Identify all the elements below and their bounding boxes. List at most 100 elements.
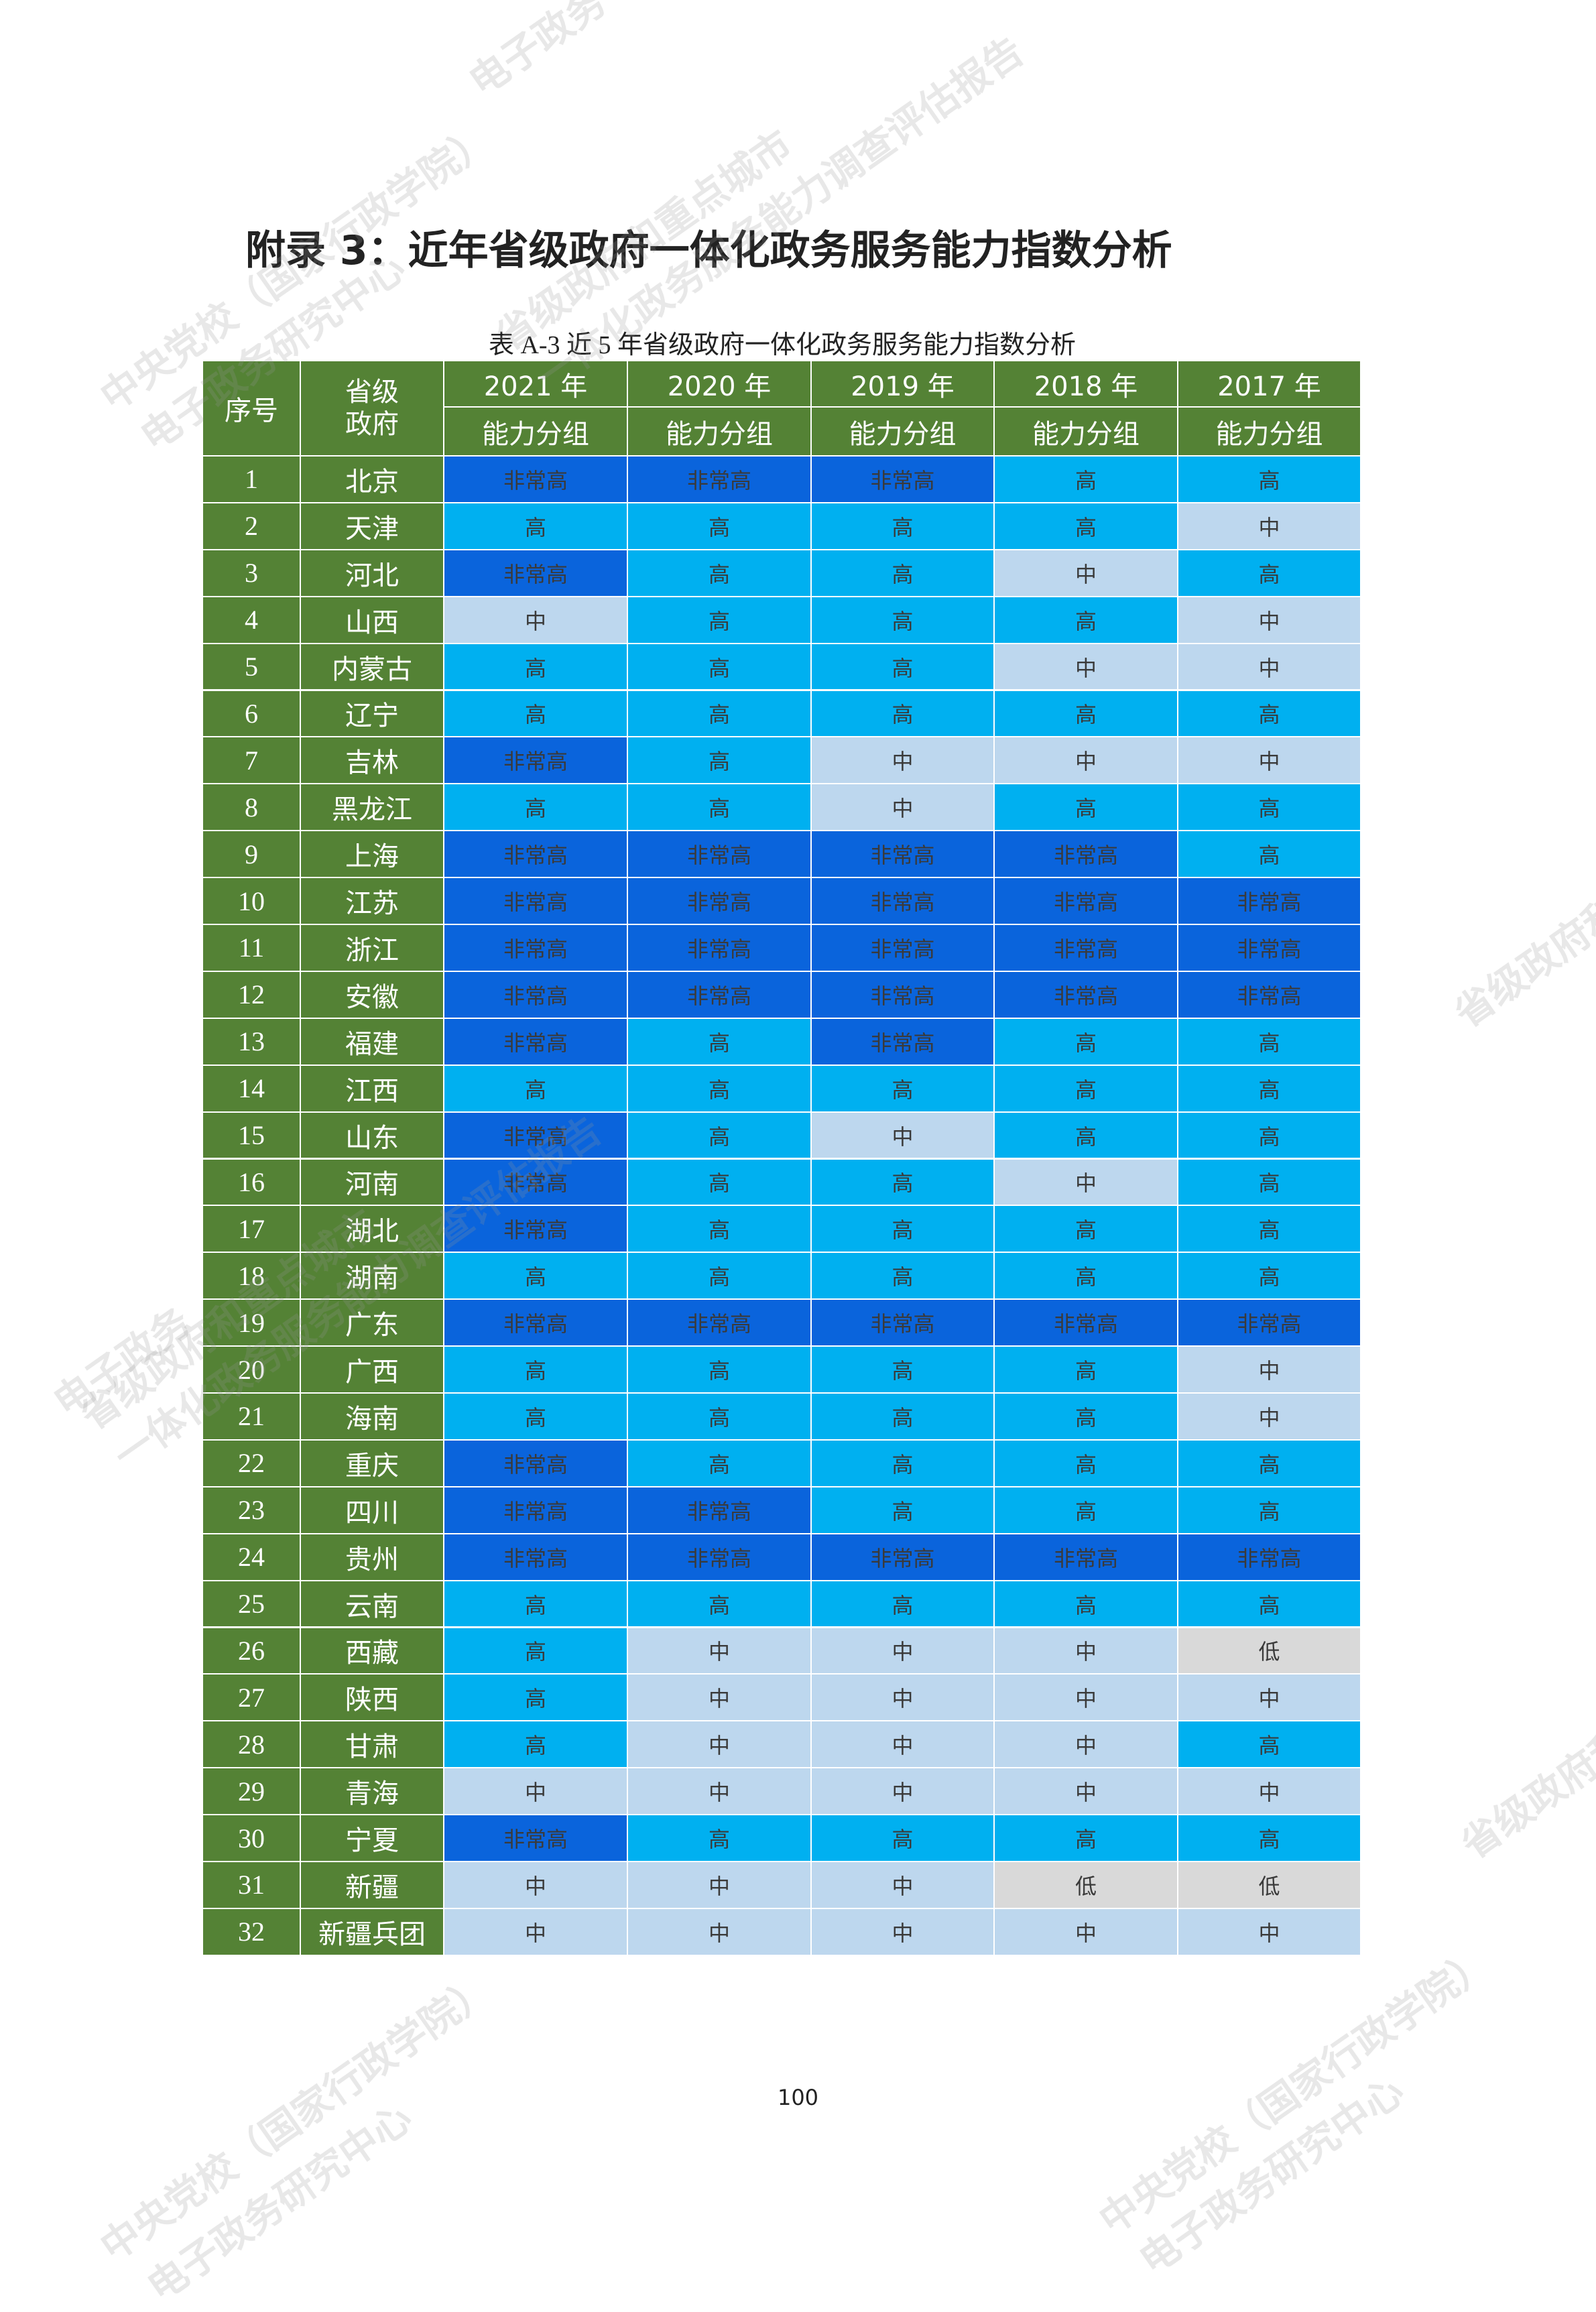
level-cell: 高: [995, 784, 1178, 832]
province: 广东: [301, 1300, 444, 1347]
level-cell: 高: [1178, 1065, 1361, 1113]
row-number: 7: [203, 737, 301, 785]
level-cell: 中: [444, 1862, 628, 1909]
province: 重庆: [301, 1440, 444, 1487]
province: 吉林: [301, 737, 444, 785]
level-cell: 中: [628, 1721, 812, 1769]
level-cell: 高: [812, 1206, 995, 1254]
level-cell: 高: [628, 1159, 812, 1207]
province: 青海: [301, 1768, 444, 1816]
row-number: 31: [203, 1862, 301, 1909]
row-number: 18: [203, 1253, 301, 1300]
level-cell: 非常高: [812, 1534, 995, 1581]
row-number: 12: [203, 971, 301, 1019]
column-header: 2017 年: [1178, 361, 1361, 408]
row-number: 13: [203, 1018, 301, 1066]
province: 天津: [301, 503, 444, 550]
row-number: 24: [203, 1534, 301, 1581]
row-number: 19: [203, 1300, 301, 1347]
column-header: 2019 年: [812, 361, 995, 408]
level-cell: 高: [812, 597, 995, 644]
row-number: 30: [203, 1815, 301, 1862]
level-cell: 高: [995, 1394, 1178, 1441]
row-number: 32: [203, 1908, 301, 1956]
level-cell: 非常高: [1178, 925, 1361, 972]
level-cell: 高: [812, 1347, 995, 1394]
table-caption: 表 A-3 近 5 年省级政府一体化政务服务能力指数分析: [488, 331, 1077, 359]
province: 湖南: [301, 1253, 444, 1300]
level-cell: 非常高: [444, 550, 628, 597]
province: 新疆: [301, 1862, 444, 1909]
level-cell: 高: [628, 1112, 812, 1160]
row-number: 5: [203, 644, 301, 691]
level-cell: 中: [995, 1628, 1178, 1675]
level-cell: 高: [995, 1347, 1178, 1394]
level-cell: 中: [1178, 737, 1361, 785]
province: 安徽: [301, 971, 444, 1019]
level-cell: 高: [444, 690, 628, 738]
level-cell: 非常高: [1178, 1534, 1361, 1581]
level-cell: 高: [995, 1018, 1178, 1066]
level-cell: 中: [1178, 1347, 1361, 1394]
sub-header: 能力分组: [995, 408, 1178, 457]
level-cell: 非常高: [812, 925, 995, 972]
watermark: 电子政务: [461, 0, 615, 105]
sub-header: 能力分组: [444, 408, 628, 457]
row-number: 2: [203, 503, 301, 550]
row-number: 4: [203, 597, 301, 644]
level-cell: 高: [995, 690, 1178, 738]
level-cell: 非常高: [628, 925, 812, 972]
level-cell: 低: [1178, 1862, 1361, 1909]
watermark: 省级政府和重点城市: [1446, 798, 1596, 1037]
level-cell: 非常高: [444, 1159, 628, 1207]
row-number: 28: [203, 1721, 301, 1769]
level-cell: 高: [628, 1815, 812, 1862]
level-cell: 非常高: [628, 1534, 812, 1581]
row-number: 16: [203, 1159, 301, 1207]
level-cell: 非常高: [628, 831, 812, 879]
level-cell: 中: [812, 1721, 995, 1769]
province: 河北: [301, 550, 444, 597]
level-cell: 中: [628, 1675, 812, 1722]
level-cell: 非常高: [444, 971, 628, 1019]
level-cell: 非常高: [812, 831, 995, 879]
watermark: 省级政府和重点城市: [1453, 1630, 1596, 1868]
province: 浙江: [301, 925, 444, 972]
page-title: 附录 3：近年省级政府一体化政务服务能力指数分析: [245, 227, 1172, 274]
row-number: 21: [203, 1394, 301, 1441]
level-cell: 低: [995, 1862, 1178, 1909]
level-cell: 高: [1178, 1721, 1361, 1769]
level-cell: 高: [444, 503, 628, 550]
level-cell: 高: [628, 737, 812, 785]
province: 贵州: [301, 1534, 444, 1581]
level-cell: 非常高: [812, 1018, 995, 1066]
level-cell: 非常高: [444, 1112, 628, 1160]
level-cell: 高: [628, 690, 812, 738]
level-cell: 高: [995, 503, 1178, 550]
level-cell: 非常高: [995, 1534, 1178, 1581]
level-cell: 高: [1178, 457, 1361, 503]
province: 陕西: [301, 1675, 444, 1722]
level-cell: 非常高: [444, 457, 628, 503]
page-number: 100: [777, 2085, 819, 2110]
level-cell: 中: [812, 737, 995, 785]
province: 四川: [301, 1487, 444, 1534]
level-cell: 高: [1178, 1487, 1361, 1534]
row-number: 10: [203, 878, 301, 925]
level-cell: 高: [444, 1394, 628, 1441]
level-cell: 非常高: [995, 878, 1178, 925]
level-cell: 中: [628, 1768, 812, 1816]
level-cell: 高: [628, 597, 812, 644]
level-cell: 高: [628, 644, 812, 691]
level-cell: 非常高: [1178, 971, 1361, 1019]
level-cell: 高: [995, 1487, 1178, 1534]
level-cell: 中: [1178, 597, 1361, 644]
level-cell: 中: [444, 1908, 628, 1956]
level-cell: 高: [1178, 831, 1361, 879]
level-cell: 高: [812, 644, 995, 691]
level-cell: 中: [812, 784, 995, 832]
column-header: 2020 年: [628, 361, 812, 408]
row-number: 8: [203, 784, 301, 832]
level-cell: 中: [812, 1675, 995, 1722]
level-cell: 高: [628, 503, 812, 550]
